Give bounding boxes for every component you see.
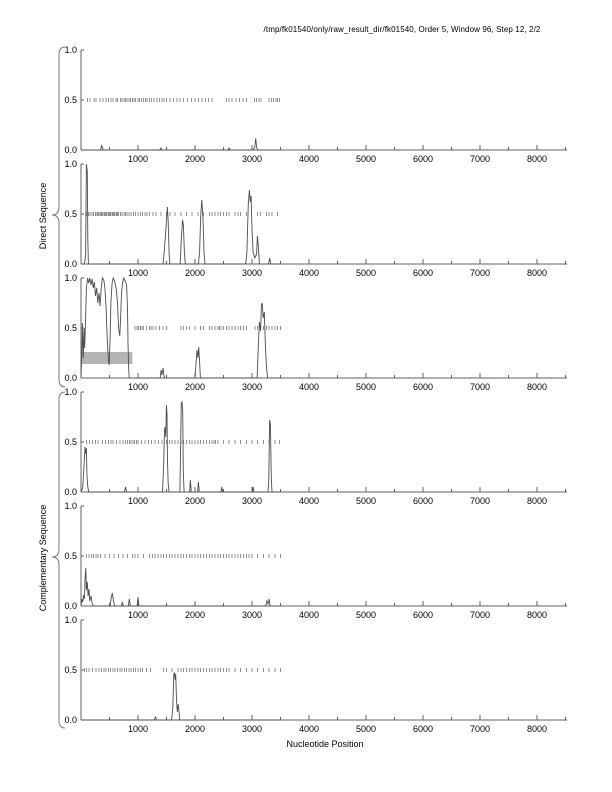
y-tick-label: 1.0 [64, 159, 77, 169]
x-tick-label: 1000 [128, 724, 148, 734]
x-tick-label: 2000 [185, 724, 205, 734]
x-tick-label: 7000 [470, 154, 490, 164]
x-tick-label: 4000 [299, 724, 319, 734]
y-tick-label: 0.5 [64, 551, 77, 561]
x-tick-label: 8000 [527, 496, 547, 506]
stop-codon-marks [134, 326, 281, 330]
x-tick-label: 5000 [356, 268, 376, 278]
x-tick-label: 5000 [356, 154, 376, 164]
x-tick-label: 1000 [128, 382, 148, 392]
stop-codon-marks [83, 668, 281, 672]
x-tick-label: 4000 [299, 496, 319, 506]
y-tick-label: 0.0 [64, 601, 77, 611]
x-tick-label: 8000 [527, 154, 547, 164]
x-tick-label: 4000 [299, 268, 319, 278]
stop-codon-marks [86, 98, 280, 102]
x-tick-label: 3000 [242, 610, 262, 620]
x-tick-label: 2000 [185, 610, 205, 620]
y-tick-label: 0.5 [64, 209, 77, 219]
x-tick-label: 2000 [185, 496, 205, 506]
x-tick-label: 4000 [299, 382, 319, 392]
x-tick-label: 6000 [413, 154, 433, 164]
y-tick-label: 0.5 [64, 323, 77, 333]
x-tick-label: 3000 [242, 268, 262, 278]
x-tick-label: 5000 [356, 724, 376, 734]
y-tick-label: 1.0 [64, 273, 77, 283]
stop-codon-marks [86, 440, 280, 444]
x-tick-label: 1000 [128, 496, 148, 506]
panel-direct_frame_3: 1000 2000 3000 4000 5000 6000 7000 8000 1.0 0.5 0.… [64, 273, 567, 392]
x-tick-label: 8000 [527, 268, 547, 278]
probability-curve [81, 138, 281, 151]
probability-curve [80, 276, 281, 379]
y-tick-label: 1.0 [64, 615, 77, 625]
x-tick-label: 4000 [299, 154, 319, 164]
x-tick-label: 2000 [185, 154, 205, 164]
x-tick-label: 1000 [128, 610, 148, 620]
probability-curve [81, 163, 281, 265]
x-tick-label: 5000 [356, 382, 376, 392]
x-tick-label: 7000 [470, 610, 490, 620]
panel-complementary_frame_1: 1000 2000 3000 4000 5000 6000 7000 8000 1.0 0.5 0.… [64, 387, 567, 506]
x-tick-label: 7000 [470, 268, 490, 278]
panel-direct_frame_2: 1000 2000 3000 4000 5000 6000 7000 8000 1.0 0.5 0.… [64, 159, 567, 278]
x-tick-label: 2000 [185, 382, 205, 392]
y-tick-label: 0.5 [64, 437, 77, 447]
x-tick-label: 2000 [185, 268, 205, 278]
direct-sequence-brace [51, 46, 66, 388]
y-tick-label: 0.0 [64, 373, 77, 383]
panel-complementary_frame_3: 1000 2000 3000 4000 5000 6000 7000 8000 1.0 0.5 0.… [64, 615, 567, 734]
y-tick-label: 1.0 [64, 501, 77, 511]
x-tick-label: 4000 [299, 610, 319, 620]
probability-curve [81, 671, 281, 721]
direct-sequence-group-label: Direct Sequence [38, 182, 48, 250]
x-tick-label: 6000 [413, 268, 433, 278]
y-tick-label: 0.0 [64, 145, 77, 155]
y-tick-label: 1.0 [64, 387, 77, 397]
x-tick-label: 1000 [128, 268, 148, 278]
y-tick-label: 0.5 [64, 95, 77, 105]
x-tick-label: 7000 [470, 382, 490, 392]
x-tick-label: 5000 [356, 610, 376, 620]
x-tick-label: 6000 [413, 724, 433, 734]
x-tick-label: 7000 [470, 724, 490, 734]
x-axis-label: Nucleotide Position [286, 739, 364, 749]
x-tick-label: 5000 [356, 496, 376, 506]
y-tick-label: 0.0 [64, 259, 77, 269]
complementary-sequence-group-label: Complementary Sequence [38, 504, 48, 612]
stop-codon-marks [86, 554, 281, 558]
x-tick-label: 7000 [470, 496, 490, 506]
plot-title: /tmp/fk01540/only/raw_result_dir/fk01540… [263, 25, 541, 34]
y-tick-label: 0.0 [64, 715, 77, 725]
stop-codon-marks [86, 212, 279, 216]
x-tick-label: 6000 [413, 496, 433, 506]
x-tick-label: 3000 [242, 724, 262, 734]
x-tick-label: 8000 [527, 724, 547, 734]
x-tick-label: 3000 [242, 496, 262, 506]
x-tick-label: 6000 [413, 610, 433, 620]
panel-direct_frame_1: 1000 2000 3000 4000 5000 6000 7000 8000 1.0 0.5 0.… [64, 45, 567, 164]
y-tick-label: 0.0 [64, 487, 77, 497]
probability-curve [80, 400, 281, 493]
x-tick-label: 8000 [527, 610, 547, 620]
highlight-region [81, 352, 133, 364]
x-tick-label: 3000 [242, 382, 262, 392]
x-tick-label: 8000 [527, 382, 547, 392]
probability-curve [80, 567, 281, 607]
x-tick-label: 6000 [413, 382, 433, 392]
y-tick-label: 1.0 [64, 45, 77, 55]
panel-complementary_frame_2: 1000 2000 3000 4000 5000 6000 7000 8000 1.0 0.5 0.… [64, 501, 567, 620]
y-tick-label: 0.5 [64, 665, 77, 675]
x-tick-label: 1000 [128, 154, 148, 164]
complementary-sequence-brace [51, 391, 66, 729]
x-tick-label: 3000 [242, 154, 262, 164]
